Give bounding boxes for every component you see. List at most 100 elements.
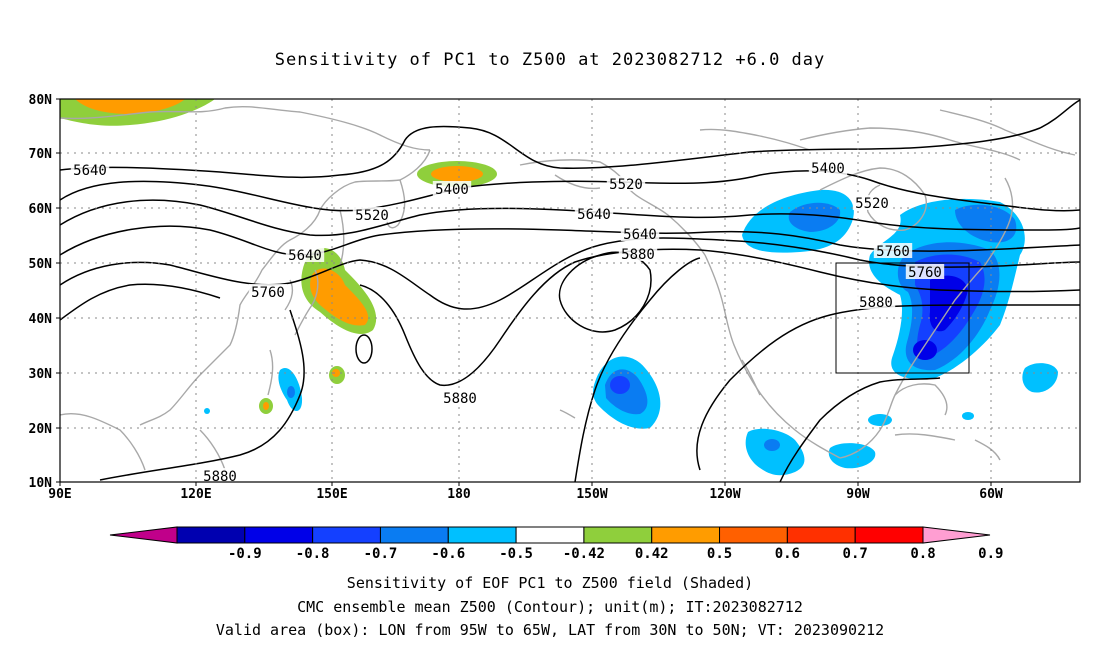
contour-label-bg [574, 206, 614, 221]
contour-label-bg [248, 284, 288, 299]
colorbar-underflow-triangle [109, 526, 178, 544]
colorbar-swatch [786, 526, 856, 544]
colorbar-swatch [515, 526, 585, 544]
lat-tick-label: 80N [29, 93, 53, 108]
contour-label-bg [285, 247, 325, 262]
map-gridlines [60, 99, 1080, 482]
negative-shade-region [955, 204, 1017, 243]
caption-line-3: Valid area (box): LON from 95W to 65W, L… [215, 621, 885, 639]
contour-label-bg [905, 264, 945, 279]
z500-contours [60, 99, 1080, 482]
figure-title: Sensitivity of PC1 to Z500 at 2023082712… [274, 50, 826, 70]
lon-tick-label: 150E [316, 487, 347, 502]
lat-tick-label: 20N [29, 422, 53, 437]
lat-tick-label: 60N [29, 202, 53, 217]
negative-shade-region [788, 202, 841, 232]
lat-tick-label: 10N [29, 476, 53, 491]
contour-label: 5880 [203, 469, 237, 485]
contour-label: 5760 [251, 285, 285, 301]
caption-line-2: CMC ensemble mean Z500 (Contour); unit(m… [297, 598, 803, 616]
colorbar-overflow-triangle [922, 526, 991, 544]
contour-label-bg [618, 246, 658, 261]
colorbar-swatch [176, 526, 246, 544]
contour-label-bg [808, 160, 848, 175]
contour-label-bg [873, 243, 913, 258]
colorbar-label: 0.5 [707, 546, 732, 562]
contour-label-bg [440, 390, 480, 405]
contour-label-bg [352, 207, 392, 222]
lat-tick-label: 50N [29, 257, 53, 272]
colorbar-label: 0.7 [843, 546, 868, 562]
contour-label: 5760 [908, 265, 942, 281]
colorbar-label: 0.42 [635, 546, 669, 562]
map-frame [59, 98, 1081, 483]
contour-label: 5520 [609, 177, 643, 193]
contour-label-bg [432, 181, 472, 196]
lon-tick-label: 60W [979, 487, 1003, 502]
colorbar-label: -0.8 [296, 546, 330, 562]
contour-label: 5640 [623, 227, 657, 243]
lat-tick-label: 70N [29, 147, 53, 162]
lon-tick-label: 120E [180, 487, 211, 502]
colorbar-label: 0.9 [978, 546, 1003, 562]
contour-label: 5760 [876, 244, 910, 260]
colorbar-label: -0.5 [499, 546, 533, 562]
colorbar-label: -0.7 [364, 546, 398, 562]
colorbar-label: -0.9 [228, 546, 262, 562]
contour-label: 5400 [435, 182, 469, 198]
negative-shade-region [764, 439, 780, 451]
latitude-tick-labels: 80N 70N 60N 50N 40N 30N 20N 10N [29, 93, 60, 491]
contour-label: 5400 [811, 161, 845, 177]
colorbar-swatch [244, 526, 314, 544]
colorbar-swatch [379, 526, 449, 544]
colorbar-labels: -0.9 -0.8 -0.7 -0.6 -0.5 -0.42 0.42 0.5 0.6 0.7 0.… [228, 546, 1004, 562]
contour-labels: 5640 5400 5520 5520 5640 5400 5520 5640 5640 5760… [70, 160, 945, 485]
negative-shade-region [204, 408, 210, 414]
contour-label-bg [200, 468, 240, 483]
contour-label: 5880 [621, 247, 655, 263]
contour-label-bg [852, 195, 892, 210]
colorbar [109, 526, 991, 544]
lat-tick-label: 40N [29, 312, 53, 327]
colorbar-swatch [854, 526, 924, 544]
colorbar-label: -0.42 [563, 546, 605, 562]
contour-label: 5880 [443, 391, 477, 407]
contour-label: 5520 [355, 208, 389, 224]
lon-tick-label: 90E [48, 487, 71, 502]
coastlines [60, 105, 1076, 471]
colorbar-swatch [719, 526, 788, 544]
negative-shade-region [868, 414, 892, 426]
contour-label: 5640 [73, 163, 107, 179]
colorbar-label: 0.8 [910, 546, 935, 562]
lon-tick-label: 90W [846, 487, 870, 502]
lon-tick-label: 180 [447, 487, 471, 502]
longitude-tick-labels: 90E 120E 150E 180 150W 120W 90W 60W [48, 482, 1003, 502]
contour-label: 5640 [288, 248, 322, 264]
positive-shade-region [310, 268, 369, 326]
negative-shade-region [287, 386, 295, 398]
contour-label: 5880 [859, 295, 893, 311]
caption-line-1: Sensitivity of EOF PC1 to Z500 field (Sh… [346, 574, 754, 592]
colorbar-swatch [651, 526, 721, 544]
negative-shade-region [828, 443, 876, 469]
contour-label-bg [606, 176, 646, 191]
contour-label-bg [856, 294, 896, 309]
valid-area-box [835, 262, 970, 374]
negative-shade-region [962, 412, 974, 420]
contour-label: 5520 [855, 196, 889, 212]
contour-label-bg [620, 226, 660, 241]
negative-shade-region [610, 376, 630, 394]
colorbar-label: 0.6 [775, 546, 800, 562]
negative-shade-region [1022, 363, 1058, 393]
lon-tick-label: 150W [576, 487, 607, 502]
contour-label-bg [70, 162, 110, 177]
positive-shade-region [75, 99, 185, 114]
colorbar-swatch [583, 526, 653, 544]
colorbar-label: -0.6 [431, 546, 465, 562]
positive-shade-region [431, 166, 483, 182]
lat-tick-label: 30N [29, 367, 53, 382]
contour-label: 5640 [577, 207, 611, 223]
positive-shade-region [263, 402, 269, 410]
colorbar-swatch [447, 526, 517, 544]
